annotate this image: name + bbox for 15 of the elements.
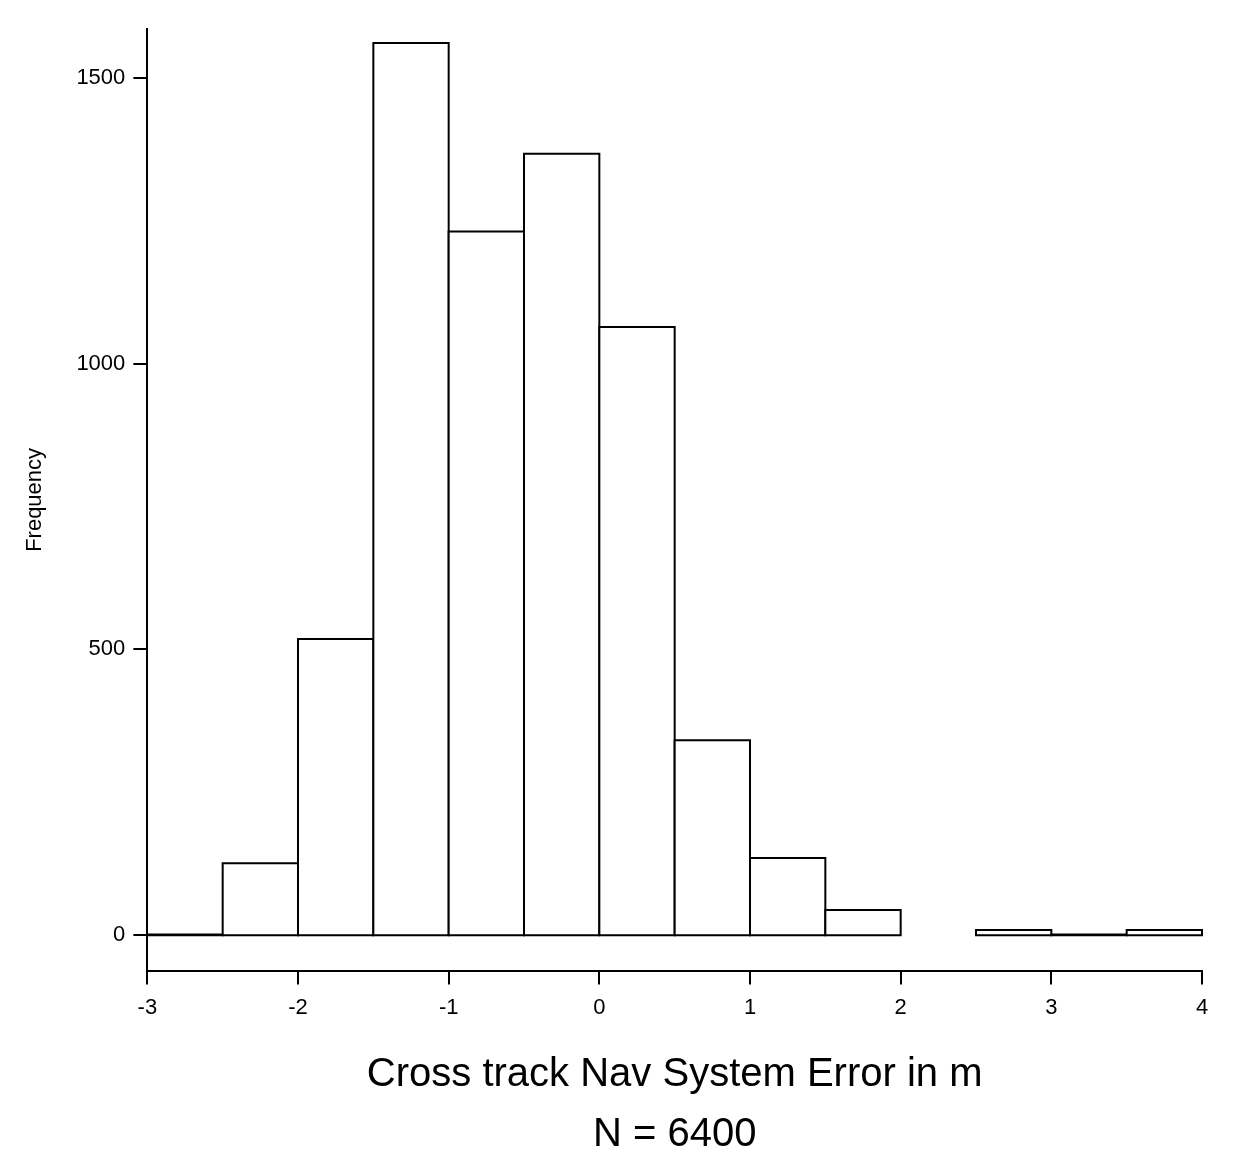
- x-tick-label: -3: [137, 993, 158, 1019]
- y-tick-label: 0: [113, 921, 126, 947]
- x-tick-label: 0: [593, 993, 606, 1019]
- x-tick-label: 4: [1195, 993, 1209, 1019]
- y-tick-label: 1000: [76, 349, 126, 375]
- y-axis-title: Frequency: [21, 447, 47, 552]
- y-tick-label: 1500: [76, 63, 126, 89]
- x-axis-title: Cross track Nav System Error in m: [366, 1050, 983, 1095]
- y-tick-label: 500: [88, 635, 126, 661]
- x-tick-label: 1: [743, 993, 757, 1019]
- text: N = 6400: [592, 1110, 757, 1155]
- x-tick-label: 2: [894, 993, 907, 1019]
- x-tick-label: -1: [438, 993, 459, 1019]
- x-tick-label: -2: [288, 993, 308, 1019]
- x-tick-label: 3: [1045, 993, 1058, 1019]
